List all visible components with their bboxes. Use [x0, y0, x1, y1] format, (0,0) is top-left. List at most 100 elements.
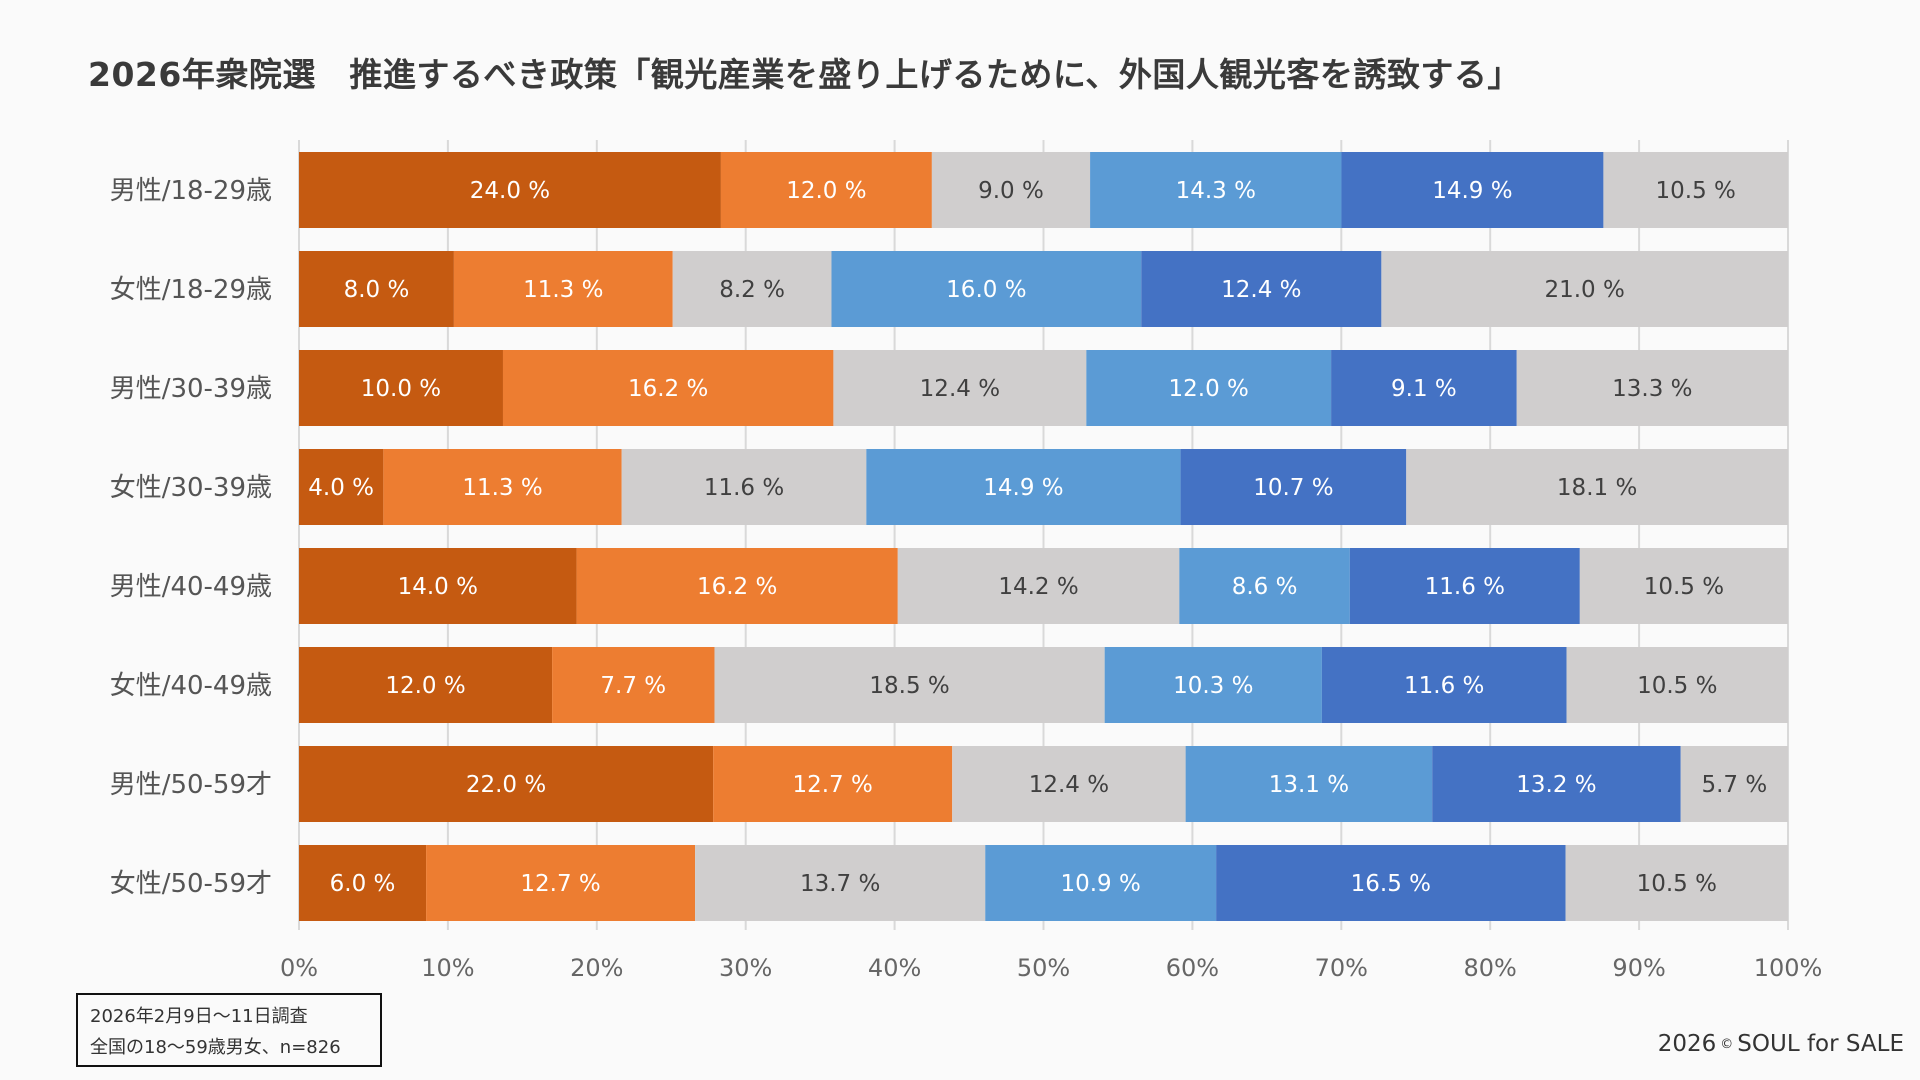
- data-label: 10.9 %: [1060, 871, 1140, 897]
- data-label: 16.2 %: [628, 376, 708, 402]
- data-label: 12.4 %: [920, 376, 1000, 402]
- data-label: 13.2 %: [1516, 772, 1596, 798]
- data-label: 12.0 %: [1169, 376, 1249, 402]
- data-label: 16.5 %: [1351, 871, 1431, 897]
- bar-segment: [1566, 647, 1788, 723]
- bar-segment: [502, 350, 834, 426]
- data-label: 9.1 %: [1391, 376, 1457, 402]
- x-tick-label: 90%: [1612, 954, 1665, 982]
- data-label: 18.5 %: [869, 673, 949, 699]
- bar-segment: [299, 647, 553, 723]
- data-label: 6.0 %: [330, 871, 396, 897]
- bar-row: 22.0 % 12.7 % 12.4 % 13.1 % 13.2 % 5.7 %: [299, 746, 1788, 822]
- data-label: 12.7 %: [520, 871, 600, 897]
- bar-segment: [299, 251, 454, 327]
- bar-segment: [1603, 152, 1788, 228]
- category-label: 女性/18-29歳: [110, 275, 272, 305]
- category-label: 男性/40-49歳: [110, 572, 272, 602]
- bar-segment: [866, 449, 1181, 525]
- data-label: 13.7 %: [800, 871, 880, 897]
- bar-segment: [299, 152, 721, 228]
- category-label: 男性/30-39歳: [110, 374, 272, 404]
- data-label: 14.0 %: [398, 574, 478, 600]
- data-label: 8.2 %: [719, 277, 785, 303]
- category-label: 男性/18-29歳: [110, 176, 272, 206]
- bar-row: 8.0 % 11.3 % 8.2 % 16.0 % 12.4 % 21.0 %: [299, 251, 1788, 327]
- data-label: 16.0 %: [946, 277, 1026, 303]
- data-label: 13.1 %: [1269, 772, 1349, 798]
- data-label: 24.0 %: [470, 178, 550, 204]
- bar-segment: [1680, 746, 1788, 822]
- x-tick-label: 0%: [280, 954, 318, 982]
- data-label: 10.0 %: [361, 376, 441, 402]
- data-label: 10.7 %: [1253, 475, 1333, 501]
- x-tick-label: 20%: [570, 954, 623, 982]
- data-label: 12.0 %: [385, 673, 465, 699]
- category-label: 男性/50-59才: [110, 770, 272, 800]
- bar-segment: [1406, 449, 1788, 525]
- data-label: 11.3 %: [462, 475, 542, 501]
- bar-segment: [299, 449, 384, 525]
- data-label: 10.5 %: [1637, 673, 1717, 699]
- bar-segment: [576, 548, 898, 624]
- bar-row: 10.0 % 16.2 % 12.4 % 12.0 % 9.1 % 13.3 %: [299, 350, 1788, 426]
- data-label: 14.2 %: [998, 574, 1078, 600]
- bar-segment: [1321, 647, 1567, 723]
- bar-segment: [299, 350, 503, 426]
- bar-segment: [299, 845, 427, 921]
- category-label: 女性/40-49歳: [110, 671, 272, 701]
- data-label: 10.3 %: [1173, 673, 1253, 699]
- bar-segment: [931, 152, 1091, 228]
- data-label: 14.9 %: [983, 475, 1063, 501]
- bar-segment: [426, 845, 696, 921]
- data-label: 5.7 %: [1701, 772, 1767, 798]
- bar-row: 6.0 % 12.7 % 13.7 % 10.9 % 16.5 % 10.5 %: [299, 845, 1788, 921]
- bar-segment: [299, 548, 577, 624]
- category-label: 女性/50-59才: [110, 869, 272, 899]
- bar-segment: [831, 251, 1142, 327]
- data-label: 22.0 %: [466, 772, 546, 798]
- bar-row: 12.0 % 7.7 % 18.5 % 10.3 % 11.6 % 10.5 %: [299, 647, 1788, 723]
- category-label: 女性/30-39歳: [110, 473, 272, 503]
- bar-segment: [1086, 350, 1332, 426]
- x-tick-label: 100%: [1754, 954, 1823, 982]
- category-labels: 男性/18-29歳女性/18-29歳男性/30-39歳女性/30-39歳男性/4…: [110, 176, 272, 899]
- bar-segment: [952, 746, 1186, 822]
- bar-segment: [1579, 548, 1788, 624]
- data-label: 10.5 %: [1637, 871, 1717, 897]
- x-tick-label: 40%: [868, 954, 921, 982]
- bar-segment: [1432, 746, 1681, 822]
- data-label: 13.3 %: [1612, 376, 1692, 402]
- bar-segment: [1216, 845, 1566, 921]
- bar-segment: [897, 548, 1180, 624]
- x-tick-label: 80%: [1464, 954, 1517, 982]
- chart-title: 2026年衆院選 推進するべき政策「観光産業を盛り上げるために、外国人観光客を誘…: [88, 55, 1521, 94]
- bar-segment: [713, 746, 953, 822]
- x-axis-tick-labels: 0% 10% 20% 30% 40% 50% 60% 70% 80% 90% 100%: [280, 954, 1822, 982]
- data-label: 11.6 %: [704, 475, 784, 501]
- x-tick-label: 30%: [719, 954, 772, 982]
- copyright-year: 2026: [1657, 1031, 1717, 1057]
- bar-segment: [1331, 350, 1517, 426]
- bar-segment: [695, 845, 986, 921]
- bar-segment: [1141, 251, 1382, 327]
- copyright-symbol: ©: [1720, 1037, 1734, 1052]
- bar-row: 24.0 % 12.0 % 9.0 % 14.3 % 14.9 % 10.5 %: [299, 152, 1788, 228]
- bar-segment: [985, 845, 1217, 921]
- bar-segment: [299, 746, 714, 822]
- data-label: 8.6 %: [1232, 574, 1298, 600]
- x-tick-label: 60%: [1166, 954, 1219, 982]
- bar-segment: [833, 350, 1087, 426]
- copyright-owner: SOUL for SALE: [1737, 1031, 1904, 1057]
- data-label: 4.0 %: [308, 475, 374, 501]
- data-label: 14.3 %: [1176, 178, 1256, 204]
- data-label: 18.1 %: [1557, 475, 1637, 501]
- bar-segment: [1104, 647, 1322, 723]
- survey-sample: 全国の18〜59歳男女、n=826: [90, 1037, 341, 1058]
- bar-segment: [1090, 152, 1342, 228]
- data-label: 7.7 %: [600, 673, 666, 699]
- data-label: 21.0 %: [1544, 277, 1624, 303]
- data-label: 12.4 %: [1029, 772, 1109, 798]
- bars: 24.0 % 12.0 % 9.0 % 14.3 % 14.9 % 10.5 % 8.0 %…: [299, 152, 1788, 921]
- bar-segment: [1381, 251, 1788, 327]
